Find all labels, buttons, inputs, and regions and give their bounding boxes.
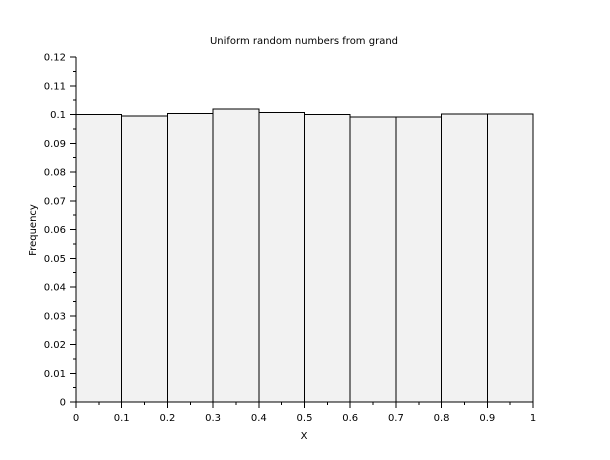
x-tick-label: 0.2: [159, 413, 175, 424]
x-axis-ticks: 0 0.1 0.2 0.3 0.4 0.5 0.6 0.7 0.8 0.9 1: [73, 402, 536, 424]
y-tick-label: 0.06: [44, 225, 66, 236]
x-tick-label: 0.8: [434, 413, 450, 424]
y-tick-label: 0: [60, 398, 66, 409]
x-tick-label: 0.6: [342, 413, 358, 424]
x-tick-label: 0.4: [251, 413, 267, 424]
histogram-bar-9: [486, 113, 534, 403]
histogram-bar-8: [441, 113, 488, 403]
y-tick-label: 0.07: [44, 196, 66, 207]
y-tick-label: 0.11: [44, 81, 66, 92]
histogram-bar-2: [166, 113, 214, 403]
histogram-bar-7: [395, 116, 443, 403]
y-tick-label: 0.02: [44, 340, 66, 351]
y-tick-label: 0.1: [50, 110, 66, 121]
x-axis-title: X: [301, 431, 308, 442]
histogram-bar-3: [212, 108, 260, 403]
y-tick-label: 0.03: [44, 311, 66, 322]
x-tick-label: 0.9: [479, 413, 495, 424]
x-tick-label: 0.5: [297, 413, 313, 424]
y-tick-label: 0.12: [44, 53, 66, 64]
histogram-bar-4: [258, 111, 305, 403]
y-tick-label: 0.08: [44, 168, 66, 179]
histogram-bar-1: [121, 115, 168, 403]
y-tick-label: 0.01: [44, 369, 66, 380]
histogram-bar-0: [75, 114, 123, 403]
x-tick-label: 0.7: [388, 413, 404, 424]
histogram-bar-6: [349, 116, 397, 403]
x-tick-label: 0.1: [114, 413, 130, 424]
histogram-bar-5: [304, 114, 351, 403]
y-tick-label: 0.05: [44, 254, 66, 265]
x-tick-label: 1: [530, 413, 536, 424]
x-tick-label: 0: [73, 413, 79, 424]
y-tick-label: 0.04: [44, 283, 66, 294]
bars-group: [75, 108, 534, 403]
chart-title: Uniform random numbers from grand: [210, 36, 398, 47]
x-tick-label: 0.3: [205, 413, 221, 424]
y-axis-title: Frequency: [28, 204, 39, 256]
y-axis-ticks: 0 0.01 0.02 0.03 0.04 0.05 0.06 0.07 0.08 0.09 0.1…: [44, 53, 76, 409]
y-tick-label: 0.09: [44, 139, 66, 150]
